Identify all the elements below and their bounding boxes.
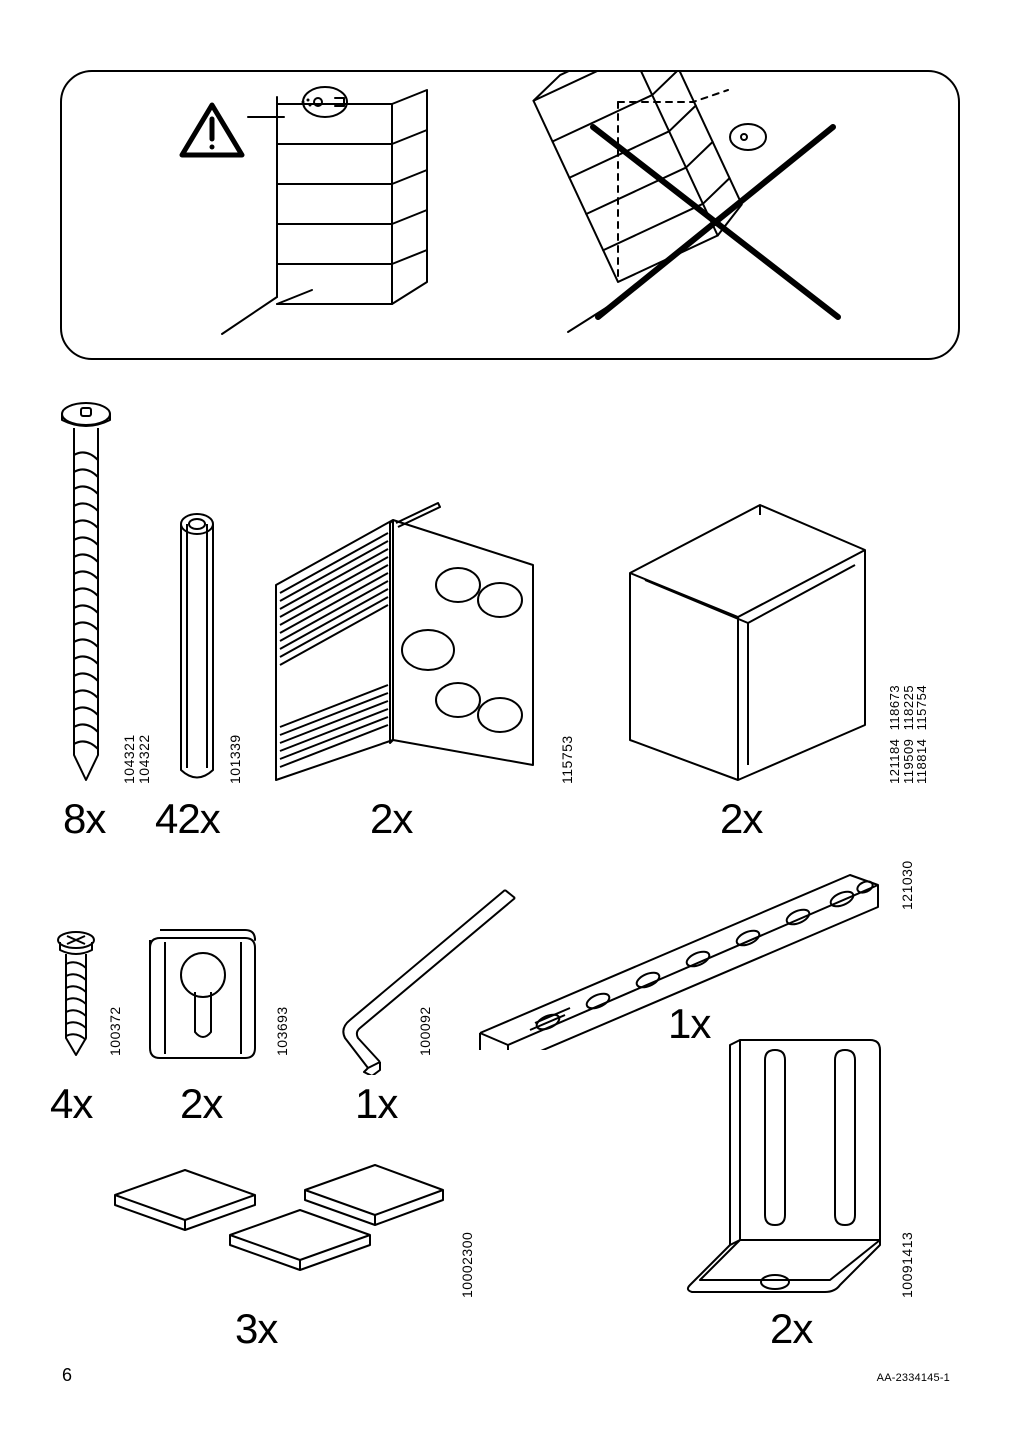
part-number-rail: 121030 bbox=[900, 860, 915, 910]
part-back-cover bbox=[610, 495, 870, 790]
part-dowel bbox=[175, 510, 219, 790]
page: 104321 104322 8x 101339 42x bbox=[0, 0, 1012, 1432]
qty-hex-key: 1x bbox=[355, 1080, 397, 1128]
qty-back-cover: 2x bbox=[720, 795, 762, 843]
part-number-back-cover: 121184 118673 119509 118225 118814 11575… bbox=[888, 685, 929, 784]
part-number-screw-large: 104321 104322 bbox=[122, 734, 151, 784]
part-l-bracket bbox=[680, 1030, 890, 1300]
screw-small-icon bbox=[52, 930, 100, 1060]
page-number: 6 bbox=[62, 1365, 72, 1386]
qty-hinge-plate: 2x bbox=[370, 795, 412, 843]
qty-l-bracket: 2x bbox=[770, 1305, 812, 1353]
secure-to-wall-icon bbox=[62, 72, 512, 362]
dowel-icon bbox=[175, 510, 219, 790]
qty-cam-lock: 2x bbox=[180, 1080, 222, 1128]
part-number-hex-pads: 10002300 bbox=[460, 1232, 475, 1298]
qty-dowel: 42x bbox=[155, 795, 220, 843]
hex-pads-icon bbox=[55, 1140, 450, 1310]
hinge-plate-icon bbox=[268, 495, 543, 790]
part-screw-small bbox=[52, 930, 100, 1060]
part-number-l-bracket: 10091413 bbox=[900, 1232, 915, 1298]
part-cam-lock bbox=[145, 920, 265, 1065]
screw-large-icon bbox=[56, 400, 116, 790]
part-number-cam-lock: 103693 bbox=[275, 1006, 290, 1056]
part-hinge-plate bbox=[268, 495, 543, 790]
document-id: AA-2334145-1 bbox=[877, 1372, 950, 1384]
back-cover-icon bbox=[610, 495, 870, 790]
part-screw-large bbox=[56, 400, 116, 790]
qty-hex-pads: 3x bbox=[235, 1305, 277, 1353]
part-number-hinge-plate: 115753 bbox=[560, 735, 575, 784]
qty-screw-small: 4x bbox=[50, 1080, 92, 1128]
part-hex-pads bbox=[55, 1140, 450, 1310]
part-number-hex-key: 100092 bbox=[418, 1006, 433, 1056]
do-not-tip-icon bbox=[508, 72, 958, 362]
part-number-screw-small: 100372 bbox=[108, 1006, 123, 1056]
cam-lock-icon bbox=[145, 920, 265, 1065]
part-number-dowel: 101339 bbox=[228, 734, 243, 784]
l-bracket-icon bbox=[680, 1030, 890, 1300]
qty-screw-large: 8x bbox=[63, 795, 105, 843]
warning-panel bbox=[60, 70, 960, 360]
